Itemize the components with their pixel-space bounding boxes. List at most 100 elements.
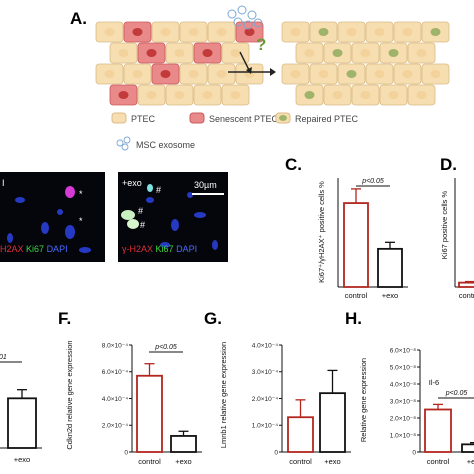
cell-nucleus <box>290 28 301 36</box>
legend-swatch <box>279 115 287 121</box>
y-axis-label: Ki67⁺/γH2AX⁺ positive cells % <box>317 181 326 283</box>
bar <box>136 374 163 453</box>
significance-label: p<0.05 <box>361 178 384 185</box>
cell-nucleus <box>230 91 241 99</box>
bar <box>377 247 403 288</box>
legend-exosome <box>116 136 131 151</box>
mark: # <box>140 220 145 230</box>
y-axis-label: Relative gene expression <box>359 358 368 442</box>
bar <box>461 443 474 453</box>
y-tick-label: 1.0×10⁻⁴ <box>252 423 278 430</box>
cell-nucleus <box>132 70 143 78</box>
y-tick-label: 2.0×10⁻⁸ <box>390 415 416 422</box>
significance-label: p<0.01 <box>0 354 7 361</box>
mark: # <box>156 185 161 195</box>
y-tick-label: 4.0×10⁻⁴ <box>252 342 278 349</box>
y-tick-label: 2.0×10⁻⁴ <box>102 423 128 430</box>
nucleus <box>146 197 154 203</box>
legend-label: PTEC <box>131 114 156 124</box>
y-tick-label: 6.0×10⁻⁴ <box>102 369 128 376</box>
stain: H2AX <box>0 244 24 254</box>
nucleus <box>65 225 75 239</box>
micrograph <box>0 172 105 262</box>
cell-nucleus <box>360 91 371 99</box>
cell-nucleus <box>244 28 255 36</box>
cell-nucleus <box>146 91 157 99</box>
nuclei <box>7 192 218 253</box>
cell-nucleus <box>304 91 315 99</box>
gene-label: Il-6 <box>429 378 439 387</box>
cell-nucleus <box>374 28 385 36</box>
bar <box>458 281 474 288</box>
x-tick-label: control <box>138 457 161 466</box>
y-tick-label: 0 <box>412 449 416 456</box>
y-tick-label: 0 <box>274 449 278 456</box>
cell-nucleus <box>318 70 329 78</box>
exosome <box>243 20 253 30</box>
y-axis-label: Lmnb1 relative gene expression <box>219 342 228 448</box>
ki67-nucleus <box>127 219 139 229</box>
y-tick-label: 5.0×10⁻⁸ <box>390 364 416 371</box>
cell-nucleus <box>174 49 185 57</box>
nucleus <box>79 247 91 253</box>
cell-nucleus <box>118 91 129 99</box>
cell-nucleus <box>360 49 371 57</box>
stain-label: H2AX Ki67 DAPI <box>0 244 68 254</box>
cell-nucleus <box>402 70 413 78</box>
significance-label: p<0.05 <box>445 390 468 397</box>
y-tick-label: 0 <box>124 449 128 456</box>
stain: DAPI <box>176 244 197 254</box>
legend-label: Repaired PTEC <box>295 114 359 124</box>
y-axis-label: Ki67 positive cells % <box>440 190 449 259</box>
y-tick-label: 1.0×10⁻⁸ <box>390 432 416 439</box>
exosome <box>247 10 257 20</box>
x-tick-label: +exo <box>467 457 474 466</box>
exosome <box>227 9 237 19</box>
cell-nucleus <box>318 28 329 36</box>
image-tag: I <box>2 178 5 188</box>
x-tick-label: +exo <box>175 457 191 466</box>
mark: # <box>138 206 143 216</box>
y-axis-label: Cdkn2d relative gene expression <box>65 340 74 449</box>
arrow-head <box>270 68 276 76</box>
x-tick-label: +exo <box>324 457 340 466</box>
nucleus <box>15 197 25 203</box>
cell-grid <box>281 21 450 106</box>
nucleus <box>187 192 193 198</box>
cell-nucleus <box>188 28 199 36</box>
mark: * <box>79 189 83 199</box>
exosome <box>121 143 129 151</box>
bar <box>424 408 452 453</box>
scale-label: 30µm <box>194 180 217 190</box>
cell-nucleus <box>188 70 199 78</box>
y-tick-label: 8.0×10⁻⁴ <box>102 342 128 349</box>
cell-nucleus <box>430 70 441 78</box>
cell-nucleus <box>332 91 343 99</box>
cell-grid <box>95 21 264 106</box>
exosome <box>237 5 247 15</box>
panel-label: D. <box>440 155 457 174</box>
cell-nucleus <box>160 28 171 36</box>
cell-nucleus <box>388 49 399 57</box>
nucleus <box>7 233 13 243</box>
panel-label: C. <box>285 155 302 174</box>
cell-nucleus <box>416 91 427 99</box>
exosome <box>233 17 243 27</box>
cell-nucleus <box>304 49 315 57</box>
cell-nucleus <box>374 70 385 78</box>
cell-nucleus <box>202 91 213 99</box>
x-tick-label: control <box>345 291 368 300</box>
y-tick-label: 3.0×10⁻⁸ <box>390 398 416 405</box>
senescent-nucleus <box>65 186 75 198</box>
legend-swatch <box>111 112 127 124</box>
bar <box>319 392 346 453</box>
cell-nucleus <box>202 49 213 57</box>
cell-nucleus <box>290 70 301 78</box>
stain: DAPI <box>47 244 68 254</box>
y-tick-label: 2.0×10⁻⁴ <box>252 396 278 403</box>
cell-nucleus <box>416 49 427 57</box>
micrograph <box>118 172 228 262</box>
y-tick-label: 4.0×10⁻⁴ <box>102 396 128 403</box>
